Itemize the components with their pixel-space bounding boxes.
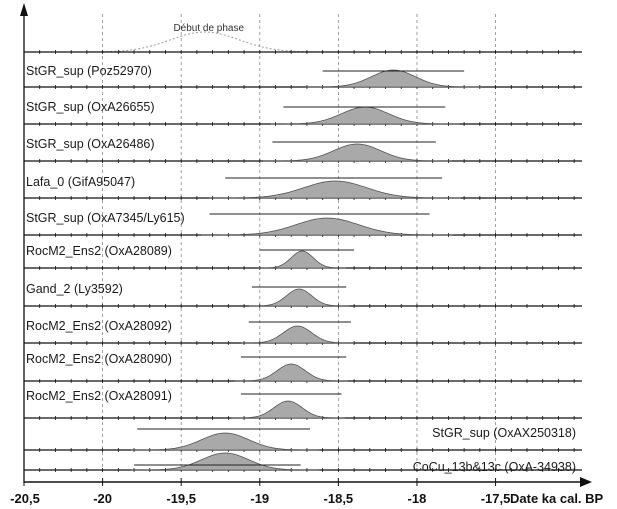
x-tick-label: -20	[93, 491, 112, 506]
row-label: RocM2_Ens2 (OxA28090)	[26, 352, 172, 366]
date-row: StGR_sup (OxAX250318)	[23, 426, 582, 452]
row-label: Gand_2 (Ly3592)	[26, 282, 123, 296]
y-axis-arrow-icon	[20, 3, 28, 16]
posterior-density	[258, 250, 347, 269]
x-tick-label: -18	[408, 491, 427, 506]
row-label: StGR_sup (OxA7345/Ly615)	[26, 211, 185, 225]
posterior-density	[209, 180, 461, 199]
posterior-density	[130, 452, 320, 471]
row-label: RocM2_Ens2 (OxA28092)	[26, 319, 172, 333]
x-axis-title: Date ka cal. BP	[510, 491, 604, 506]
x-tick-label: -19,5	[166, 491, 196, 506]
posterior-density	[201, 217, 454, 236]
row-label: CoCu_13b&13c (OxA-34938)	[413, 460, 576, 474]
x-tick-label: -19	[250, 491, 269, 506]
row-label: StGR_sup (OxAX250318)	[432, 426, 576, 440]
date-row: StGR_sup (Poz52970)	[23, 64, 582, 89]
x-tick-label: -20,5	[10, 491, 40, 506]
boundary-density-curve	[66, 31, 344, 53]
posterior-density	[305, 69, 482, 88]
x-axis-arrow-icon	[580, 477, 592, 487]
posterior-density	[262, 143, 452, 162]
date-row: RocM2_Ens2 (OxA28092)	[23, 319, 582, 345]
x-tick-labels: -20,5 -20 -19,5 -19 -18,5 -18 -17,5	[10, 478, 510, 506]
posterior-density	[231, 400, 345, 419]
posterior-density	[240, 325, 355, 344]
boundary-label: Début de phase	[173, 23, 244, 34]
boundary-row: Début de phase	[23, 23, 582, 54]
x-tick-label: -17,5	[481, 491, 511, 506]
date-row: StGR_sup (OxA7345/Ly615)	[23, 211, 582, 237]
date-row: StGR_sup (OxA26486)	[23, 137, 582, 163]
posterior-density	[248, 288, 350, 307]
row-label: RocM2_Ens2 (OxA28089)	[26, 244, 172, 258]
date-rows: StGR_sup (Poz52970) StGR_sup (OxA26655) St…	[23, 64, 582, 474]
row-label: RocM2_Ens2 (OxA28091)	[26, 389, 172, 403]
row-label: StGR_sup (OxA26486)	[26, 137, 155, 151]
x-tick-label: -18,5	[324, 491, 354, 506]
date-row: Lafa_0 (GifA95047)	[23, 175, 582, 200]
date-row: CoCu_13b&13c (OxA-34938)	[23, 452, 582, 474]
posterior-density	[270, 106, 460, 125]
x-axis: -20,5 -20 -19,5 -19 -18,5 -18 -17,5 Date ka ca…	[10, 3, 604, 506]
posterior-density	[234, 363, 348, 382]
posterior-density	[130, 432, 320, 451]
date-row: RocM2_Ens2 (OxA28089)	[23, 244, 582, 270]
date-row: RocM2_Ens2 (OxA28091)	[23, 389, 582, 420]
row-label: StGR_sup (OxA26655)	[26, 100, 155, 114]
row-label: StGR_sup (Poz52970)	[26, 64, 152, 78]
row-label: Lafa_0 (GifA95047)	[26, 175, 135, 189]
date-row: RocM2_Ens2 (OxA28090)	[23, 352, 582, 383]
date-row: Gand_2 (Ly3592)	[23, 282, 582, 308]
date-row: StGR_sup (OxA26655)	[23, 100, 582, 126]
